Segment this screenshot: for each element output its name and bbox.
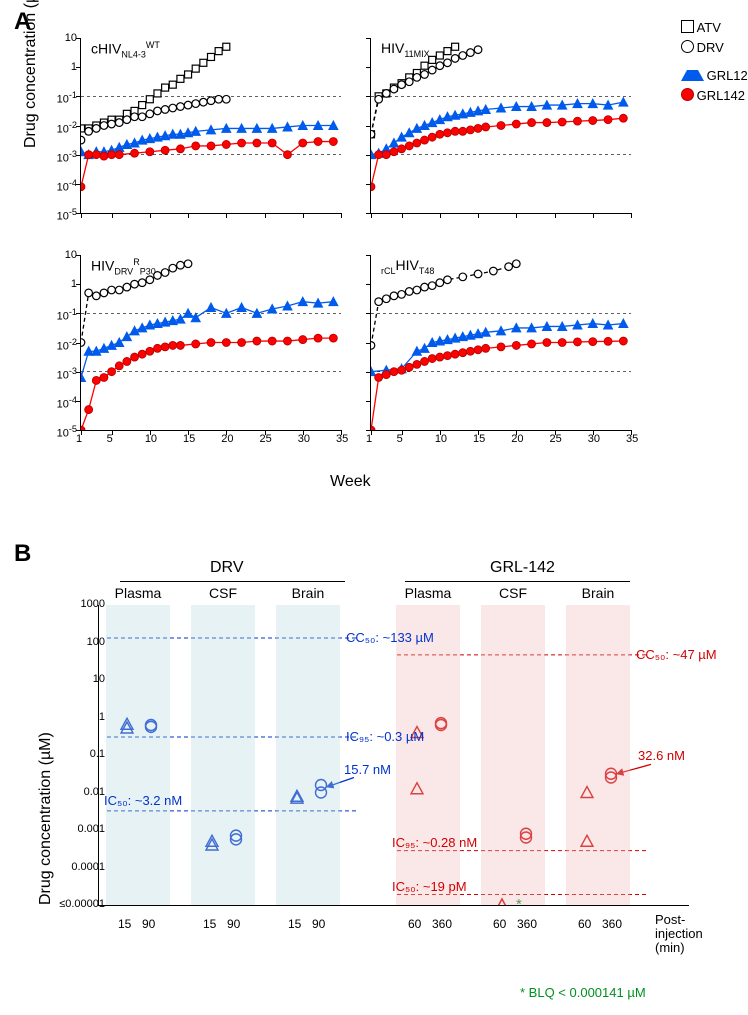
column-header: CSF <box>481 585 545 601</box>
xtick-b: 360 <box>517 917 537 931</box>
ytick: 10-1 <box>57 307 77 323</box>
ref-label: IC₉₅: ~0.28 nM <box>392 835 477 850</box>
column-header: Brain <box>276 585 340 601</box>
xtick-b: 90 <box>312 917 325 931</box>
ytick-b: 0.0001 <box>71 861 105 873</box>
xtick-b: 360 <box>432 917 452 931</box>
subplot-tl: cHIVNL4-3WT10110-110-210-310-410-5 <box>80 38 341 214</box>
ytick: 10-3 <box>57 366 77 382</box>
legend-a: ATV DRV GRL121 GRL142 <box>681 18 748 106</box>
xtick: 15 <box>473 433 485 445</box>
legend-atv: ATV <box>681 18 748 38</box>
column-box <box>566 605 630 905</box>
ytick: 10-5 <box>57 424 77 440</box>
subplot-title: cHIVNL4-3WT <box>91 40 160 59</box>
ytick: 1 <box>71 278 77 290</box>
xtick: 10 <box>435 433 447 445</box>
legend-grl121: GRL121 <box>681 58 748 86</box>
subplot-title: HIV11MIX <box>381 40 430 59</box>
xtick: 25 <box>260 433 272 445</box>
xtick: 15 <box>183 433 195 445</box>
xtick: 5 <box>397 433 403 445</box>
ytick: 10-4 <box>57 395 77 411</box>
column-box <box>191 605 255 905</box>
xtick: 35 <box>336 433 348 445</box>
legend-drv: DRV <box>681 38 748 58</box>
post-injection-label: Post-injection(min) <box>655 913 703 955</box>
panel-a: Drug concentration (µM) Week ATV DRV GRL… <box>40 18 700 498</box>
subplot-br: rCLHIVT4815101520253035 <box>370 255 631 431</box>
ytick-b: 0.001 <box>77 823 105 835</box>
xtick: 25 <box>550 433 562 445</box>
xtick: 20 <box>221 433 233 445</box>
ytick-b: 100 <box>87 636 105 648</box>
xtick: 1 <box>366 433 372 445</box>
annotation-drv-nm: 15.7 nM <box>344 762 391 777</box>
group-title-grl: GRL-142 <box>490 559 555 577</box>
column-header: Plasma <box>396 585 460 601</box>
xtick-b: 60 <box>408 917 421 931</box>
column-header: Plasma <box>106 585 170 601</box>
ytick-b: 1000 <box>81 598 105 610</box>
ytick-b: 10 <box>93 673 105 685</box>
ytick: 1 <box>71 61 77 73</box>
ytick: 10-1 <box>57 90 77 106</box>
xtick: 35 <box>626 433 638 445</box>
ytick: 10-2 <box>57 337 77 353</box>
column-header: CSF <box>191 585 255 601</box>
axis-y-label-a: Drug concentration (µM) <box>22 0 40 148</box>
xtick: 20 <box>511 433 523 445</box>
xtick-b: 15 <box>288 917 301 931</box>
xtick-b: 90 <box>227 917 240 931</box>
subplot-tr: HIV11MIX <box>370 38 631 214</box>
ref-label: CC₅₀: ~133 µM <box>346 630 434 645</box>
xtick-b: 360 <box>602 917 622 931</box>
xtick-b: 15 <box>203 917 216 931</box>
ref-label: CC₅₀: ~47 µM <box>636 647 717 662</box>
xtick-b: 90 <box>142 917 155 931</box>
ytick: 10-5 <box>57 207 77 223</box>
ytick: 10-4 <box>57 178 77 194</box>
annotation-grl-nm: 32.6 nM <box>638 748 685 763</box>
ytick: 10-3 <box>57 149 77 165</box>
subplot-title: rCLHIVT48 <box>381 257 434 276</box>
figure: A Drug concentration (µM) Week ATV DRV G… <box>0 0 748 1015</box>
subplot-bl: HIVDRVRP3010110-110-210-310-410-51510152… <box>80 255 341 431</box>
panel-letter-b: B <box>14 540 31 568</box>
xtick-b: 15 <box>118 917 131 931</box>
column-box <box>396 605 460 905</box>
group-rule-grl <box>405 581 630 582</box>
ytick-b: 0.1 <box>90 748 105 760</box>
panel-b: Drug concentration (µM) DRV GRL-142 * Po… <box>40 555 700 935</box>
group-title-drv: DRV <box>210 559 244 577</box>
column-box <box>481 605 545 905</box>
axis-y-label-b: Drug concentration (µM) <box>37 732 55 905</box>
xtick: 5 <box>107 433 113 445</box>
ref-label: IC₅₀: ~3.2 nM <box>104 793 182 808</box>
ytick: 10 <box>65 32 77 44</box>
xtick: 30 <box>298 433 310 445</box>
column-box <box>106 605 170 905</box>
column-header: Brain <box>566 585 630 601</box>
subplot-title: HIVDRVRP30 <box>91 257 156 276</box>
column-box <box>276 605 340 905</box>
ref-label: IC₅₀: ~19 pM <box>392 879 467 894</box>
group-rule-drv <box>120 581 345 582</box>
legend-grl142: GRL142 <box>681 86 748 106</box>
ref-label: IC₉₅: ~0.3 µM <box>346 729 424 744</box>
blq-note: * BLQ < 0.000141 µM <box>520 985 646 1000</box>
xtick: 30 <box>588 433 600 445</box>
ytick: 10 <box>65 249 77 261</box>
xtick: 10 <box>145 433 157 445</box>
xtick-b: 60 <box>578 917 591 931</box>
ytick: 10-2 <box>57 120 77 136</box>
ytick-b: ≤0.00001 <box>59 898 105 910</box>
ytick-b: 0.01 <box>84 786 105 798</box>
xtick-b: 60 <box>493 917 506 931</box>
xtick: 1 <box>76 433 82 445</box>
axis-x-label-a: Week <box>330 473 371 491</box>
ytick-b: 1 <box>99 711 105 723</box>
